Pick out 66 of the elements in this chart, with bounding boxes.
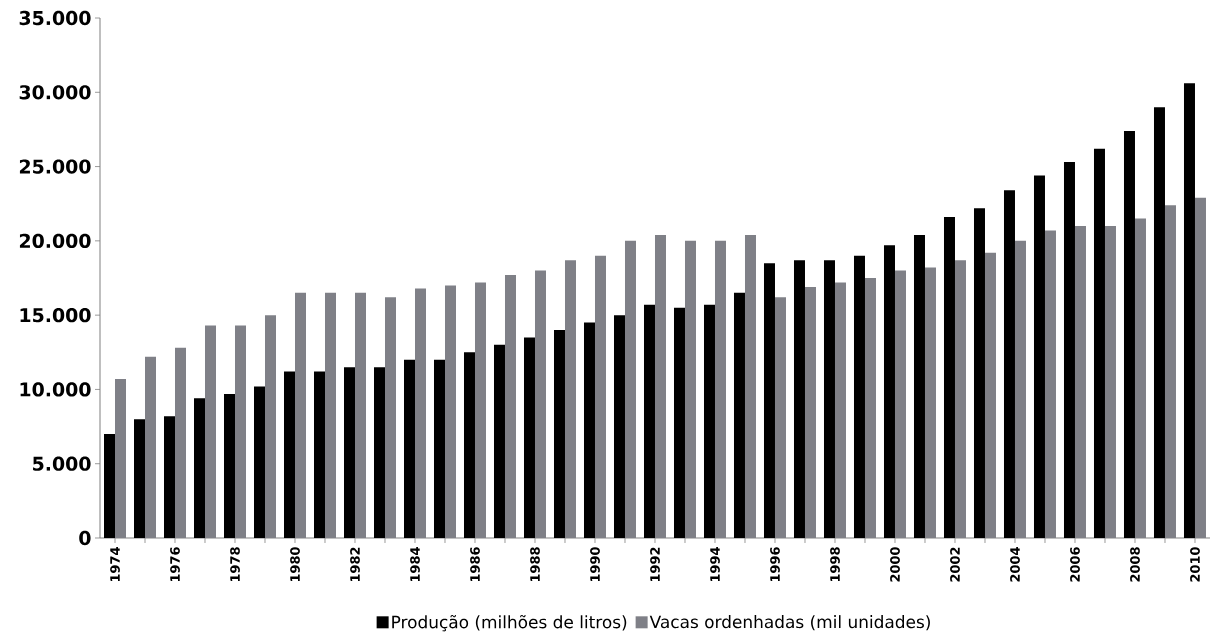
y-tick-label: 0 xyxy=(79,530,91,546)
bar xyxy=(643,304,655,538)
bar xyxy=(613,315,625,538)
x-tick-label: 1998 xyxy=(830,547,840,582)
legend-label: Vacas ordenhadas (mil unidades) xyxy=(649,615,930,631)
bar xyxy=(433,359,445,538)
bar xyxy=(344,367,355,538)
bar xyxy=(463,352,475,538)
bar xyxy=(1123,130,1135,538)
bar xyxy=(1063,162,1075,538)
y-tick-label: 35.000 xyxy=(19,10,91,26)
bar xyxy=(493,344,505,538)
x-tick-label: 2010 xyxy=(1190,547,1200,582)
y-tick-label: 10.000 xyxy=(20,382,91,397)
bar xyxy=(404,359,415,538)
bar xyxy=(823,260,835,538)
x-tick-label: 1976 xyxy=(170,547,180,582)
y-tick-label: 20.000 xyxy=(19,233,91,249)
bar xyxy=(314,371,325,538)
bar xyxy=(194,398,205,538)
x-tick-label: 1982 xyxy=(350,547,360,582)
x-tick-label: 2000 xyxy=(890,547,900,582)
x-tick-label: 1994 xyxy=(710,547,720,582)
bar xyxy=(1183,83,1195,538)
bar xyxy=(374,367,385,538)
bar xyxy=(913,234,925,538)
x-tick-label: 1974 xyxy=(110,547,120,582)
x-tick-label: 1984 xyxy=(410,547,420,582)
bar xyxy=(1093,148,1105,538)
y-tick-label: 15.000 xyxy=(20,307,91,323)
legend-label: Produção (milhões de litros) xyxy=(392,614,627,632)
bar xyxy=(224,393,235,538)
x-tick-label: 1986 xyxy=(470,547,480,582)
bar xyxy=(1033,175,1045,538)
bar xyxy=(673,307,685,538)
bar xyxy=(853,255,865,538)
bar xyxy=(583,322,595,538)
bar xyxy=(1003,190,1015,538)
x-tick-label: 1996 xyxy=(770,547,780,582)
x-tick-label: 2004 xyxy=(1010,547,1020,582)
x-tick-label: 2006 xyxy=(1070,547,1080,582)
bar xyxy=(134,419,145,538)
bar xyxy=(733,292,745,538)
bar xyxy=(164,416,175,538)
x-tick-label: 1988 xyxy=(530,547,540,582)
bar xyxy=(254,386,265,538)
bar xyxy=(793,260,805,538)
bar xyxy=(973,208,985,538)
bar xyxy=(284,371,295,538)
bar xyxy=(943,217,955,538)
bar xyxy=(523,337,535,538)
x-tick-label: 1990 xyxy=(590,547,600,582)
bar xyxy=(883,245,895,538)
x-tick-label: 1992 xyxy=(650,547,660,582)
bar xyxy=(104,434,115,538)
bar xyxy=(1153,107,1165,538)
x-tick-label: 2002 xyxy=(950,547,960,582)
y-tick-label: 5.000 xyxy=(33,456,91,471)
bar xyxy=(553,330,565,538)
y-tick-label: 25.000 xyxy=(19,159,91,174)
bar xyxy=(703,304,715,538)
bar xyxy=(763,263,775,538)
y-tick-label: 30.000 xyxy=(19,85,91,100)
x-tick-label: 1980 xyxy=(290,547,300,582)
x-tick-label: 2008 xyxy=(1130,547,1140,582)
x-tick-label: 1978 xyxy=(230,547,240,582)
